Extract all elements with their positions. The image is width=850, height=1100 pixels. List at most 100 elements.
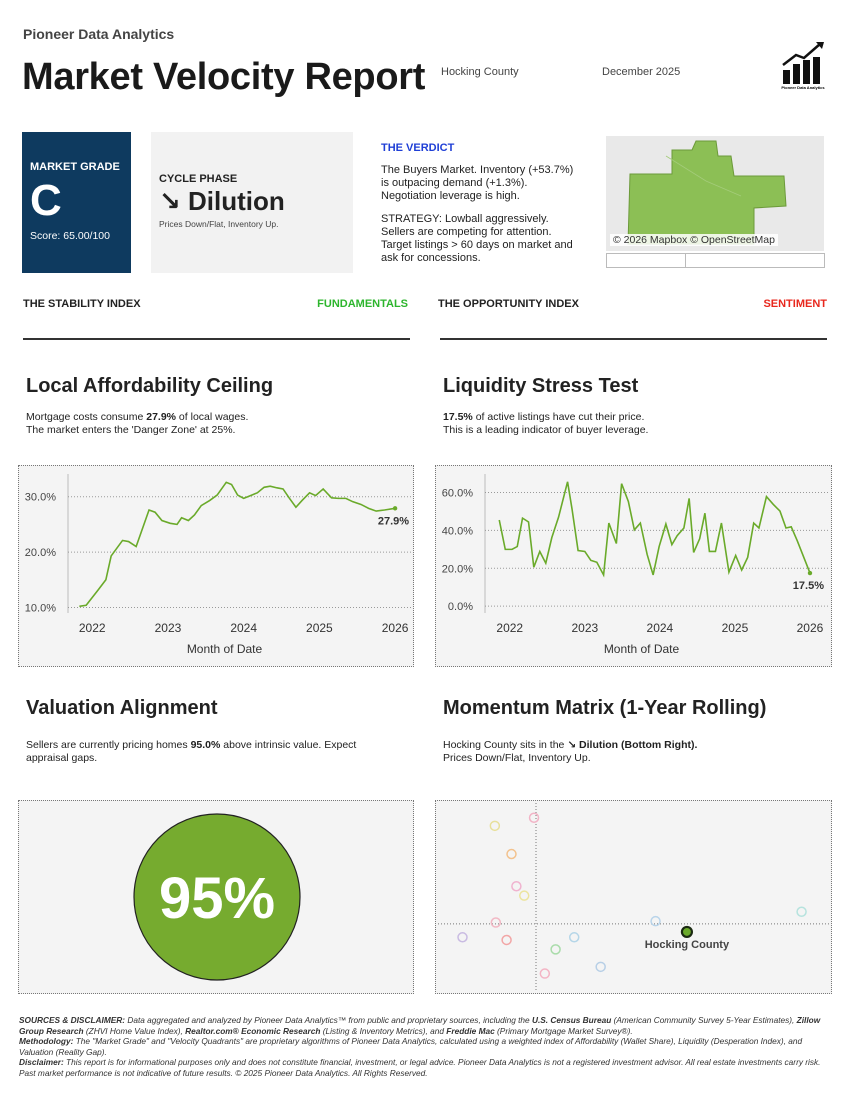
text: Data aggregated and analyzed by Pioneer … <box>125 1015 532 1025</box>
x-axis-label: Month of Date <box>187 642 263 656</box>
plot-area <box>485 474 828 613</box>
map-footer <box>606 253 825 268</box>
text: The market enters the 'Danger Zone' at 2… <box>26 424 236 436</box>
report-date: December 2025 <box>602 66 681 78</box>
stability-title: THE STABILITY INDEX <box>23 298 141 310</box>
methodology: Methodology: The "Market Grade" and "Vel… <box>19 1036 831 1057</box>
end-label: 27.9% <box>378 515 409 527</box>
text: of active listings have cut their price. <box>472 411 645 423</box>
text: (ZHVI Home Value Index), <box>83 1025 186 1036</box>
verdict-summary: The Buyers Market. Inventory (+53.7%) is… <box>381 164 574 202</box>
section-title: Local Affordability Ceiling <box>26 375 274 397</box>
y-tick-label: 30.0% <box>25 492 56 504</box>
report-title: Market Velocity Report <box>22 56 426 98</box>
x-axis-label: Month of Date <box>604 642 680 656</box>
section-text: Hocking County sits in the ↘ Dilution (B… <box>443 739 697 765</box>
divider <box>440 338 827 340</box>
text: Realtor.com® Economic Research <box>185 1025 321 1036</box>
text: The "Market Grade" and "Velocity Quadran… <box>19 1036 803 1057</box>
cycle-label: CYCLE PHASE <box>159 173 238 185</box>
text: (Primary Mortgage Market Survey®). <box>494 1025 633 1036</box>
verdict-title: THE VERDICT <box>381 142 455 154</box>
highlight-point <box>680 925 694 939</box>
x-tick-label: 2022 <box>79 621 106 635</box>
cycle-box: CYCLE PHASE ↘ Dilution Prices Down/Flat,… <box>151 132 353 273</box>
section-text: Mortgage costs consume 27.9% of local wa… <box>26 411 248 437</box>
logo: Pioneer Data Analytics <box>781 42 825 90</box>
text: of local wages. <box>176 411 249 423</box>
text: Sellers are currently pricing homes <box>26 739 191 751</box>
section-title: Momentum Matrix (1-Year Rolling) <box>443 697 767 719</box>
point <box>490 917 502 928</box>
stability-tag: FUNDAMENTALS <box>317 298 408 310</box>
y-tick-label: 60.0% <box>442 488 473 500</box>
map: © 2026 Mapbox © OpenStreetMap <box>606 136 824 251</box>
grade-label: MARKET GRADE <box>30 161 120 173</box>
text: U.S. Census Bureau <box>531 1015 612 1025</box>
point <box>568 932 580 943</box>
x-tick-label: 2022 <box>496 621 523 635</box>
section-title: Liquidity Stress Test <box>443 375 639 397</box>
cycle-phase: ↘ Dilution <box>159 186 285 216</box>
y-tick-label: 20.0% <box>25 547 56 559</box>
label: SOURCES & DISCLAIMER: <box>19 1015 126 1025</box>
data-line <box>79 481 396 608</box>
footer: SOURCES & DISCLAIMER: Data aggregated an… <box>19 1015 831 1078</box>
highlight: 17.5% <box>443 411 473 423</box>
y-tick-label: 0.0% <box>448 601 473 613</box>
highlight: ↘ Dilution (Bottom Right). <box>567 739 698 751</box>
section-text: 17.5% of active listings have cut their … <box>443 411 648 437</box>
location: Hocking County <box>441 66 519 78</box>
x-tick-label: 2026 <box>382 621 409 635</box>
map-shape <box>627 140 787 245</box>
logo-text: Pioneer Data Analytics <box>781 85 825 90</box>
text: above intrinsic value. Expect appraisal … <box>26 739 357 764</box>
x-tick-label: 2025 <box>306 621 333 635</box>
cycle-note: Prices Down/Flat, Inventory Up. <box>159 219 279 229</box>
point <box>457 932 468 943</box>
gauge-label: 95% <box>159 866 275 931</box>
highlight: 27.9% <box>146 411 177 423</box>
x-tick-label: 2025 <box>722 621 749 635</box>
text: Freddie Mac <box>446 1025 495 1036</box>
valuation-box: 95% <box>18 800 414 994</box>
label: Methodology: <box>19 1036 74 1046</box>
section-text: Sellers are currently pricing homes 95.0… <box>26 739 386 765</box>
point <box>595 961 606 973</box>
grade-score: Score: 65.00/100 <box>30 230 110 242</box>
point <box>501 934 512 946</box>
section-title: Valuation Alignment <box>26 697 218 719</box>
brand: Pioneer Data Analytics <box>23 26 175 42</box>
divider <box>23 338 410 340</box>
x-tick-label: 2023 <box>155 621 182 635</box>
y-tick-label: 40.0% <box>442 525 473 537</box>
text: This report is for informational purpose… <box>19 1057 821 1078</box>
end-point <box>807 570 813 576</box>
opportunity-title: THE OPPORTUNITY INDEX <box>438 298 579 310</box>
x-tick-label: 2026 <box>797 621 824 635</box>
point <box>511 881 522 892</box>
liquidity-chart: 0.0% 20.0% 40.0% 60.0% 2022 2023 2024 2025 2026 M… <box>435 465 832 667</box>
sources: SOURCES & DISCLAIMER: Data aggregated an… <box>19 1015 831 1036</box>
point <box>796 906 807 918</box>
highlight-label: Hocking County <box>645 939 730 951</box>
disclaimer: Disclaimer: This report is for informati… <box>19 1057 831 1078</box>
point <box>539 968 551 979</box>
point <box>650 915 661 927</box>
point <box>489 820 501 832</box>
text: Hocking County sits in the <box>443 739 568 751</box>
text: (American Community Survey 5-Year Estima… <box>611 1015 797 1025</box>
grade-box: MARKET GRADE C Score: 65.00/100 <box>22 132 131 273</box>
grade-letter: C <box>30 176 62 225</box>
text: Zillow Group Research <box>19 1015 821 1036</box>
text: This is a leading indicator of buyer lev… <box>443 424 649 436</box>
momentum-chart: Hocking County <box>435 800 832 994</box>
affordability-chart: 10.0% 20.0% 30.0% 2022 2023 2024 2025 2026 Month… <box>18 465 414 667</box>
point <box>550 944 561 955</box>
text: Mortgage costs consume <box>26 411 147 423</box>
highlight: 95.0% <box>190 739 221 751</box>
x-tick-label: 2023 <box>571 621 598 635</box>
y-tick-label: 20.0% <box>442 563 473 575</box>
map-attribution: © 2026 Mapbox © OpenStreetMap <box>610 234 778 246</box>
